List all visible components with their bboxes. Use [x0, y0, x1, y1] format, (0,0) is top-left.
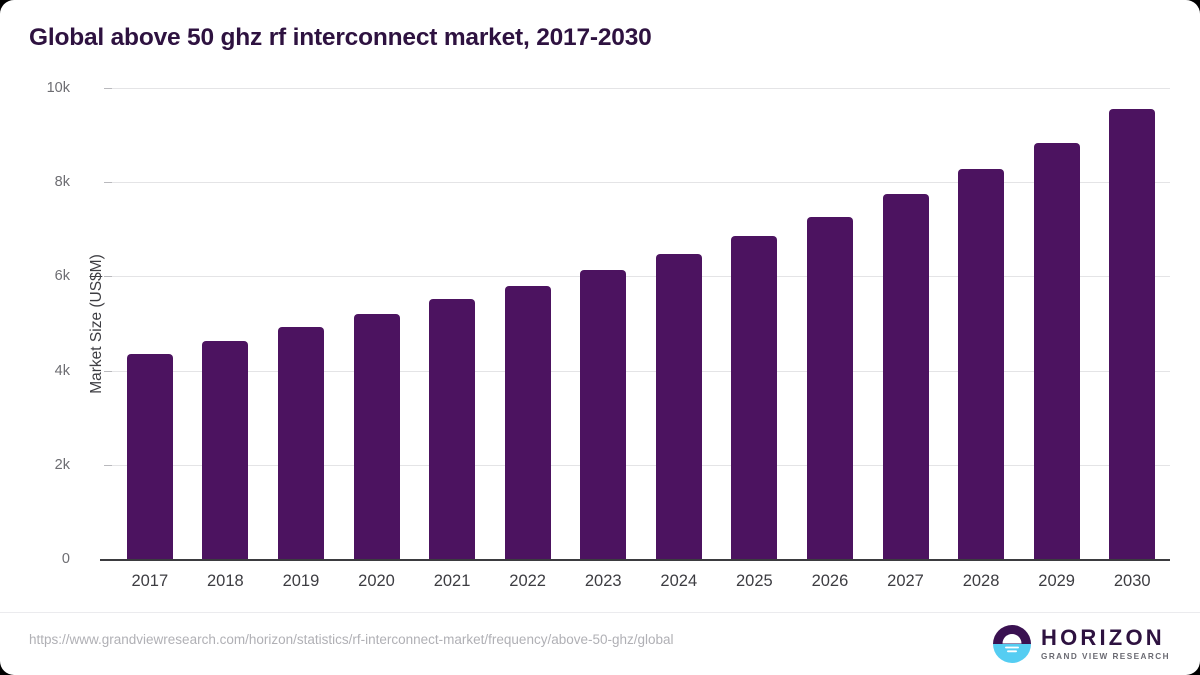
- y-axis-tick-label: 4k: [54, 362, 70, 379]
- bar[interactable]: [504, 286, 551, 559]
- bar[interactable]: [429, 299, 476, 559]
- x-axis-tick-label: 2017: [131, 572, 169, 590]
- y-axis-tick-mark: [104, 276, 112, 278]
- footer-divider: [0, 612, 1200, 613]
- bar[interactable]: [126, 353, 173, 559]
- chart-plot-area: Market Size (US$M) 0 2k 4k 6k 8k 10k 2017 2018…: [47, 80, 1170, 590]
- logo-wordmark: HORIZON: [1041, 624, 1165, 650]
- bar[interactable]: [353, 314, 400, 559]
- x-axis-tick-label: 2030: [1113, 572, 1151, 590]
- bar[interactable]: [277, 327, 324, 559]
- chart-footer: https://www.grandviewresearch.com/horizo…: [0, 612, 1200, 675]
- bar[interactable]: [1109, 109, 1156, 559]
- x-axis-tick-label: 2018: [206, 572, 244, 590]
- y-axis-tick-label: 0: [61, 551, 70, 567]
- x-axis-tick-label: 2028: [962, 572, 1000, 590]
- bar[interactable]: [655, 254, 702, 559]
- x-axis-tick-label: 2023: [584, 572, 622, 590]
- x-axis-tick-label: 2021: [433, 572, 471, 590]
- y-axis-tick-label: 10k: [46, 80, 70, 96]
- x-axis-tick-label: 2019: [282, 572, 320, 590]
- gridline: [112, 182, 1170, 184]
- y-axis-tick-label: 2k: [54, 456, 70, 473]
- gridline: [112, 464, 1170, 466]
- bar[interactable]: [806, 217, 853, 559]
- bar[interactable]: [882, 194, 929, 559]
- gridline: [112, 370, 1170, 372]
- gridline: [112, 88, 1170, 89]
- bar[interactable]: [1033, 143, 1080, 559]
- x-axis-tick-label: 2029: [1038, 572, 1075, 590]
- x-axis-tick-label: 2020: [358, 572, 395, 590]
- x-axis-tick-label: 2027: [887, 572, 924, 590]
- y-axis-tick-mark: [104, 464, 112, 466]
- y-axis-tick-label: 6k: [54, 268, 70, 285]
- y-axis-title: Market Size (US$M): [88, 254, 105, 394]
- bar[interactable]: [202, 341, 249, 559]
- logo-tagline: GRAND VIEW RESEARCH: [1041, 651, 1170, 661]
- page-title: Global above 50 ghz rf interconnect mark…: [29, 24, 652, 51]
- source-url-link[interactable]: https://www.grandviewresearch.com/horizo…: [29, 632, 674, 647]
- y-axis-tick-label: 8k: [54, 174, 70, 191]
- bar[interactable]: [580, 270, 627, 559]
- x-axis-tick-label: 2025: [735, 572, 773, 590]
- x-axis-line: [100, 559, 1170, 561]
- gridline: [112, 276, 1170, 278]
- x-axis-tick-label: 2026: [811, 572, 849, 590]
- x-axis-tick-label: 2024: [660, 572, 698, 590]
- bar[interactable]: [731, 236, 778, 559]
- y-axis-tick-mark: [104, 370, 112, 372]
- y-axis-tick-mark: [104, 88, 112, 89]
- bar[interactable]: [958, 169, 1005, 559]
- y-axis-tick-mark: [104, 182, 112, 184]
- horizon-logo-icon: [992, 624, 1032, 664]
- horizon-logo[interactable]: HORIZON GRAND VIEW RESEARCH: [992, 622, 1170, 666]
- horizon-logo-text: HORIZON GRAND VIEW RESEARCH: [1041, 624, 1170, 661]
- x-axis-tick-label: 2022: [509, 572, 546, 590]
